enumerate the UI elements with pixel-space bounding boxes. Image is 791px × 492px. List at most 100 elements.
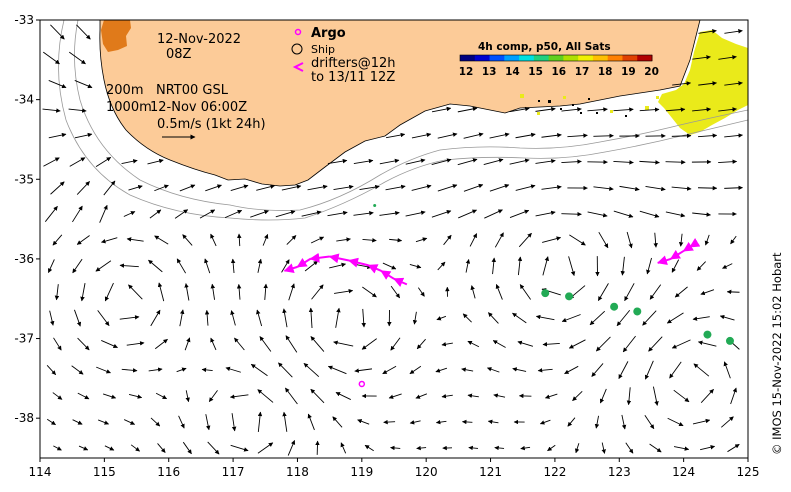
x-tick-label: 125 — [737, 465, 760, 479]
current-arrow — [718, 159, 738, 164]
current-arrow — [489, 132, 510, 139]
current-arrow — [541, 185, 562, 190]
current-arrow — [259, 336, 272, 352]
current-arrow — [362, 237, 377, 243]
current-arrow — [231, 413, 237, 432]
drifter-legend-line2: to 13/11 12Z — [311, 70, 395, 85]
current-arrow — [409, 365, 422, 375]
current-arrow — [639, 210, 660, 218]
current-arrow — [184, 283, 190, 301]
current-arrow — [700, 389, 714, 403]
current-arrow — [639, 107, 660, 112]
current-arrow — [644, 360, 654, 380]
current-arrow — [230, 444, 249, 452]
current-arrow — [155, 392, 168, 400]
current-arrow — [515, 132, 536, 139]
x-tick-label: 122 — [543, 465, 566, 479]
colorbar-label: 14 — [505, 66, 520, 78]
colorbar-label: 16 — [551, 66, 566, 78]
current-arrow — [467, 340, 480, 348]
current-arrow — [101, 237, 118, 244]
current-arrow — [727, 443, 740, 453]
current-arrow — [692, 316, 710, 321]
current-arrow — [667, 417, 684, 427]
current-arrow — [457, 158, 478, 166]
current-arrow — [77, 337, 90, 351]
current-arrow — [730, 387, 737, 405]
current-arrow — [362, 286, 377, 298]
current-arrow — [724, 133, 743, 138]
current-arrow — [76, 24, 91, 40]
credit-label: © IMOS 15-Nov-2022 15:02 Hobart — [770, 252, 784, 455]
x-tick-label: 116 — [157, 465, 180, 479]
ship-marker — [725, 336, 734, 345]
current-arrow — [282, 411, 288, 432]
current-arrow — [390, 285, 401, 299]
current-arrow — [48, 132, 67, 139]
current-arrow — [230, 258, 236, 274]
current-arrow — [332, 416, 343, 428]
y-tick-label: -35 — [14, 172, 34, 186]
product-time-label: 12-Nov 06:00Z — [150, 100, 247, 115]
current-arrow — [441, 342, 453, 347]
current-arrow — [672, 81, 692, 86]
drifter-segment — [656, 255, 672, 266]
colorbar-swatch — [533, 55, 550, 61]
current-arrow — [535, 314, 555, 321]
drifter-segment — [380, 270, 395, 280]
current-arrow — [458, 209, 477, 219]
current-arrow — [174, 209, 189, 219]
current-arrow — [618, 361, 629, 380]
current-arrow — [123, 211, 136, 217]
current-arrow — [718, 55, 737, 60]
x-tick-label: 115 — [93, 465, 116, 479]
ship-legend-icon — [291, 43, 303, 55]
current-arrow — [382, 365, 397, 375]
current-arrow — [598, 231, 609, 249]
current-arrow — [308, 307, 314, 329]
current-arrow — [724, 185, 743, 191]
current-arrow — [465, 259, 471, 273]
current-arrow — [639, 160, 660, 165]
colorbar-label: 12 — [459, 66, 474, 78]
current-arrow — [698, 29, 717, 34]
current-arrow — [353, 211, 374, 216]
current-arrow — [96, 366, 111, 374]
current-arrow — [487, 419, 499, 425]
current-arrow — [50, 24, 65, 40]
current-arrow — [236, 283, 242, 300]
argo-floats — [358, 380, 366, 388]
current-arrow — [179, 184, 196, 192]
drifter-segment — [309, 252, 330, 263]
colorbar-title: 4h comp, p50, All Sats — [478, 41, 611, 53]
current-arrow — [72, 258, 83, 274]
current-arrow — [457, 106, 478, 113]
current-arrow — [154, 184, 169, 192]
current-arrow — [415, 393, 428, 399]
drifter-segment — [689, 237, 701, 248]
x-tick-label: 114 — [29, 465, 52, 479]
current-arrow — [673, 446, 690, 451]
current-arrow — [461, 419, 473, 425]
current-arrow — [53, 337, 62, 351]
current-arrow — [601, 442, 606, 454]
current-arrow — [671, 186, 692, 191]
current-arrow — [568, 339, 586, 349]
current-arrow — [147, 158, 164, 165]
current-arrow — [665, 107, 686, 112]
current-arrow — [385, 184, 406, 191]
current-arrow — [52, 392, 63, 400]
current-arrow — [43, 157, 60, 167]
current-arrow — [696, 261, 706, 271]
current-arrow — [335, 392, 351, 400]
current-arrow — [72, 419, 83, 425]
current-arrow — [515, 184, 536, 191]
current-arrow — [210, 233, 217, 247]
colorbar-swatch — [622, 55, 638, 61]
current-arrow — [303, 362, 320, 378]
current-arrow — [178, 415, 185, 429]
current-arrow — [104, 445, 115, 451]
current-arrow — [412, 311, 418, 325]
current-arrow — [101, 340, 118, 349]
current-arrow — [692, 212, 711, 217]
